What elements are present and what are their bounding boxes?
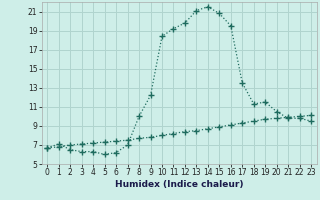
X-axis label: Humidex (Indice chaleur): Humidex (Indice chaleur) [115,180,244,189]
